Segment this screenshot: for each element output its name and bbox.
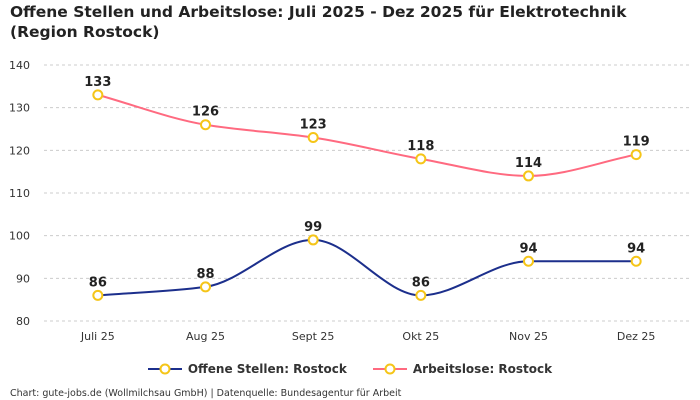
y-tick-label: 140 [9, 59, 30, 72]
data-label: 126 [192, 105, 219, 120]
y-tick-label: 80 [16, 315, 30, 328]
x-tick-label: Nov 25 [509, 330, 548, 343]
data-point [92, 89, 104, 101]
legend: Offene Stellen: Rostock Arbeitslose: Rost… [0, 362, 700, 376]
x-tick-label: Okt 25 [402, 330, 439, 343]
data-point [92, 289, 104, 301]
line-chart: 80 90 100 110 120 130 140 Juli 25 Aug 25 Sept 25 O… [9, 59, 690, 343]
data-label: 86 [412, 275, 430, 290]
chart-title: Offene Stellen und Arbeitslose: Juli 202… [10, 3, 627, 41]
data-point [200, 119, 211, 131]
legend-item[interactable]: Arbeitslose: Rostock [372, 362, 553, 376]
data-point [415, 153, 427, 165]
series-line-1 [97, 93, 637, 177]
data-label: 88 [196, 267, 214, 282]
legend-marker-icon [147, 363, 182, 375]
data-point [200, 281, 211, 293]
series-line-0 [97, 238, 637, 297]
data-point [415, 289, 427, 301]
data-point [630, 149, 642, 161]
y-tick-label: 90 [16, 272, 30, 285]
legend-label: Offene Stellen: Rostock [187, 362, 347, 376]
data-label: 99 [304, 220, 322, 235]
legend-marker-icon [372, 363, 407, 375]
y-tick-label: 100 [9, 230, 30, 243]
data-point [523, 255, 534, 267]
data-label: 114 [515, 156, 542, 171]
data-label: 118 [407, 139, 434, 154]
x-tick-label: Dez 25 [617, 330, 656, 343]
data-label: 119 [623, 135, 650, 150]
data-label: 94 [627, 241, 645, 256]
data-label: 86 [89, 275, 107, 290]
legend-item[interactable]: Offene Stellen: Rostock [147, 362, 347, 376]
x-tick-label: Aug 25 [186, 330, 225, 343]
y-tick-label: 130 [9, 102, 30, 115]
data-point [307, 234, 319, 246]
legend-label: Arbeitslose: Rostock [412, 362, 553, 376]
data-label: 123 [300, 118, 327, 133]
y-tick-label: 120 [9, 144, 30, 157]
data-label: 94 [519, 241, 537, 256]
y-tick-label: 110 [9, 187, 30, 200]
data-point [307, 132, 319, 144]
data-label: 133 [84, 75, 111, 90]
data-point [523, 170, 534, 182]
x-tick-label: Sept 25 [292, 330, 335, 343]
x-tick-label: Juli 25 [80, 330, 115, 343]
footer-credit: Chart: gute-jobs.de (Wollmilchsau GmbH) … [10, 388, 402, 399]
data-point [630, 255, 642, 267]
